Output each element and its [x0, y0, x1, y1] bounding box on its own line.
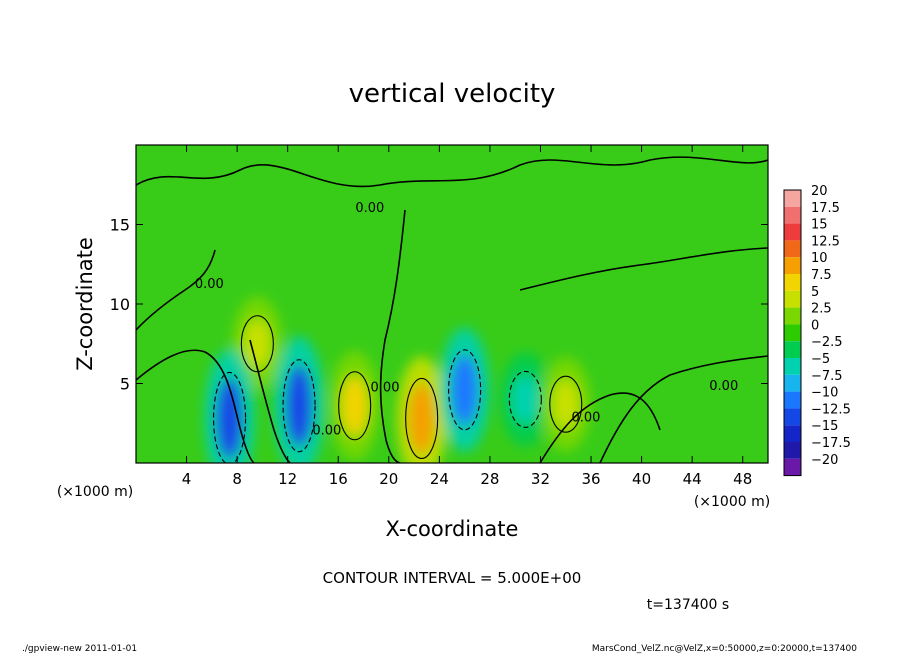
colorbar-swatch-2 — [784, 223, 801, 241]
colorbar-swatch-11 — [784, 374, 801, 392]
colorbar-swatch-9 — [784, 341, 801, 358]
updraft-core-3 — [341, 376, 368, 436]
updraft-contour-7 — [549, 375, 583, 433]
colorbar-label-15: −17.5 — [811, 436, 851, 451]
colorbar-swatch-10 — [784, 358, 801, 375]
downdraft-core-5 — [451, 354, 478, 425]
zero-contour-0 — [136, 156, 768, 188]
x-tick-label-4: 20 — [379, 470, 398, 488]
contour-label-0: 0.00 — [355, 201, 384, 216]
colorbar-swatch-4 — [784, 257, 801, 274]
colorbar-label-2: 15 — [811, 218, 828, 233]
x-tick-label-5: 24 — [430, 470, 449, 488]
colorbar-label-7: 2.5 — [811, 302, 832, 317]
zero-contour-7 — [539, 392, 661, 463]
colorbar-swatch-8 — [784, 324, 801, 342]
downdraft-core-6 — [512, 374, 539, 424]
colorbar-swatch-0 — [784, 190, 801, 207]
downdraft-contour-1 — [212, 371, 247, 463]
plot-area: 0.000.000.000.000.000.00 4 8 12 16 20 24 28 32 3… — [110, 144, 769, 488]
zero-contour-1 — [379, 209, 406, 463]
colorbar-label-12: −10 — [811, 386, 838, 401]
updraft-contour-0 — [240, 315, 274, 373]
contour-label-5: 0.00 — [709, 379, 738, 394]
x-tick-label-1: 8 — [232, 470, 242, 488]
colorbar-label-3: 12.5 — [811, 234, 840, 249]
x-tick-label-10: 44 — [683, 470, 702, 488]
x-tick-label-11: 48 — [733, 470, 752, 488]
downdraft-core-1 — [216, 378, 243, 459]
zero-contour-4 — [519, 247, 768, 291]
contour-label-4: 0.00 — [572, 411, 601, 426]
colorbar-label-4: 10 — [811, 251, 828, 266]
colorbar-label-5: 7.5 — [811, 268, 832, 283]
x-tick-label-0: 4 — [182, 470, 192, 488]
y-tick-label-2: 15 — [110, 216, 130, 235]
x-unit-left: (×1000 m) — [57, 484, 133, 500]
colorbar-label-1: 17.5 — [811, 201, 840, 216]
footer-right: MarsCond_VelZ.nc@VelZ,x=0:50000,z=0:2000… — [592, 644, 857, 654]
updraft-core-0 — [244, 319, 271, 369]
chart-title: vertical velocity — [349, 79, 556, 109]
downdraft-core-2 — [286, 365, 313, 447]
colorbar-label-6: 5 — [811, 285, 819, 300]
zero-contour-3 — [136, 249, 216, 331]
zero-contour-2 — [136, 349, 255, 463]
y-tick-label-0: 5 — [120, 375, 130, 394]
colorbar-swatch-13 — [784, 408, 801, 426]
footer-left: ./gpview-new 2011-01-01 — [22, 644, 137, 654]
updraft-core-7 — [552, 379, 579, 429]
updraft-contour-3 — [338, 371, 372, 441]
colorbar-swatch-7 — [784, 307, 801, 325]
x-tick-label-8: 36 — [581, 470, 600, 488]
colorbar-swatch-16 — [784, 458, 801, 476]
x-tick-label-3: 16 — [329, 470, 348, 488]
colorbar-label-9: −2.5 — [811, 335, 843, 350]
colorbar-swatch-5 — [784, 274, 801, 291]
downdraft-contour-6 — [508, 370, 542, 428]
downdraft-contour-2 — [282, 359, 316, 453]
colorbar-label-16: −20 — [811, 453, 838, 468]
zero-contour-5 — [599, 355, 768, 463]
contour-label-3: 0.00 — [312, 423, 341, 438]
colorbar-swatch-6 — [784, 290, 801, 308]
time-text: t=137400 s — [647, 597, 729, 613]
colorbar-label-8: 0 — [811, 318, 819, 333]
colorbar-swatch-1 — [784, 206, 801, 224]
updraft-core-4 — [408, 383, 435, 454]
colorbar-swatch-15 — [784, 442, 801, 459]
x-unit-right: (×1000 m) — [694, 494, 770, 510]
x-axis-label: X-coordinate — [386, 517, 519, 541]
contour-label-2: 0.00 — [371, 380, 400, 395]
colorbar-label-0: 20 — [811, 184, 828, 199]
zero-contour-6 — [249, 339, 291, 463]
x-tick-label-9: 40 — [632, 470, 651, 488]
colorbar-label-10: −5 — [811, 352, 830, 367]
colorbar-swatch-12 — [784, 391, 801, 409]
colorbar-label-11: −7.5 — [811, 369, 843, 384]
colorbar-swatch-14 — [784, 425, 801, 442]
colorbar-label-13: −12.5 — [811, 402, 851, 417]
colorbar-swatch-3 — [784, 240, 801, 258]
contour-interval-text: CONTOUR INTERVAL = 5.000E+00 — [323, 569, 582, 587]
contour-label-1: 0.00 — [195, 277, 224, 292]
y-axis-label: Z-coordinate — [73, 237, 97, 371]
downdraft-contour-5 — [448, 349, 482, 431]
x-tick-label-6: 28 — [480, 470, 499, 488]
y-tick-label-1: 10 — [110, 295, 130, 314]
colorbar-frame — [783, 189, 802, 477]
colorbar-label-14: −15 — [811, 419, 838, 434]
x-tick-label-7: 32 — [531, 470, 550, 488]
x-tick-label-2: 12 — [278, 470, 297, 488]
updraft-contour-4 — [405, 377, 439, 460]
